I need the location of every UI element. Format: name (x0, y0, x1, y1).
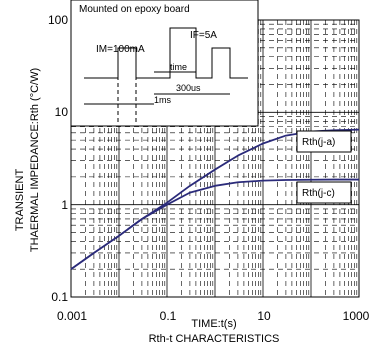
inset-waveform (84, 27, 248, 79)
inset-background (70, 0, 259, 127)
label-rth-ja-box (296, 130, 352, 153)
y-tick-label: 100 (48, 13, 68, 27)
inset-1ms-label: 1ms (154, 95, 172, 105)
label-rth-jc-box (296, 181, 352, 204)
label-rth-jc: Rth(j-c) (296, 181, 352, 204)
inset-im-label: IM=100mA (96, 44, 145, 55)
y-tick-label: 1 (61, 198, 68, 212)
inset-if-label: IF=5A (190, 30, 217, 41)
chart-title: Rth-t CHARACTERISTICS (149, 333, 280, 345)
series-line-rth-jc (70, 178, 359, 270)
label-rth-ja: Rth(j-a) (296, 130, 352, 153)
x-axis-label: TIME:t(s) (191, 318, 236, 330)
x-tick-label: 0.1 (160, 309, 177, 323)
inset-300us-label: 300us (176, 83, 201, 93)
y-axis-label-line1: TRANSIENT (14, 169, 26, 232)
inset-time-label: time (170, 62, 187, 72)
y-tick-label: 10 (55, 105, 69, 119)
inset-panel: Mounted on epoxy board IF=5A IM=100mA ti… (70, 0, 259, 127)
label-rth-ja-text: Rth(j-a) (302, 137, 335, 148)
x-tick-label: 10 (257, 309, 271, 323)
label-rth-jc-text: Rth(j-c) (302, 188, 335, 199)
x-tick-label: 1000 (343, 309, 370, 323)
x-tick-label: 0.001 (57, 309, 87, 323)
y-axis-label-line2: THAERMAL IMPEDANCE:Rth (°C/W) (29, 68, 41, 252)
inset-title: Mounted on epoxy board (79, 4, 190, 15)
y-tick-label: 0.1 (51, 290, 68, 304)
